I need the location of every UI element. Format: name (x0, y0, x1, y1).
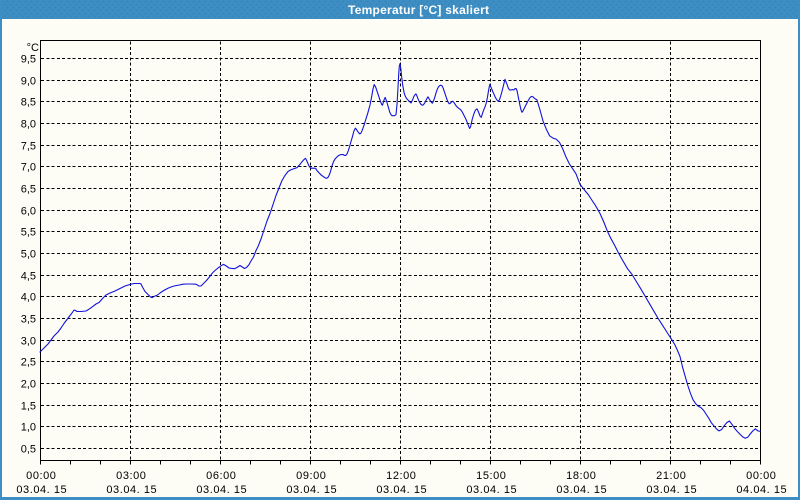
svg-text:04.04. 15: 04.04. 15 (736, 484, 787, 496)
svg-text:6,5: 6,5 (21, 184, 36, 196)
svg-text:9,5: 9,5 (21, 54, 36, 66)
svg-text:03.04. 15: 03.04. 15 (106, 484, 157, 496)
svg-text:2,0: 2,0 (21, 379, 36, 391)
svg-text:3,5: 3,5 (21, 314, 36, 326)
svg-text:00:00: 00:00 (746, 470, 776, 482)
svg-text:°C: °C (27, 42, 39, 54)
svg-text:4,5: 4,5 (21, 271, 36, 283)
svg-text:7,5: 7,5 (21, 141, 36, 153)
svg-text:7,0: 7,0 (21, 162, 36, 174)
svg-text:03.04. 15: 03.04. 15 (196, 484, 247, 496)
svg-text:5,0: 5,0 (21, 249, 36, 261)
svg-text:03.04. 15: 03.04. 15 (466, 484, 517, 496)
svg-text:06:00: 06:00 (206, 470, 236, 482)
svg-text:03.04. 15: 03.04. 15 (646, 484, 697, 496)
svg-text:15:00: 15:00 (476, 470, 506, 482)
svg-text:03.04. 15: 03.04. 15 (376, 484, 427, 496)
svg-text:3,0: 3,0 (21, 336, 36, 348)
svg-text:4,0: 4,0 (21, 292, 36, 304)
svg-text:5,5: 5,5 (21, 227, 36, 239)
svg-text:8,0: 8,0 (21, 119, 36, 131)
svg-text:1,5: 1,5 (21, 401, 36, 413)
svg-text:00:00: 00:00 (26, 470, 56, 482)
svg-text:03:00: 03:00 (116, 470, 146, 482)
svg-text:03.04. 15: 03.04. 15 (556, 484, 607, 496)
svg-text:2,5: 2,5 (21, 357, 36, 369)
svg-text:9,0: 9,0 (21, 76, 36, 88)
svg-text:0,5: 0,5 (21, 444, 36, 456)
svg-text:09:00: 09:00 (296, 470, 326, 482)
svg-text:18:00: 18:00 (566, 470, 596, 482)
svg-text:21:00: 21:00 (656, 470, 686, 482)
svg-text:12:00: 12:00 (386, 470, 416, 482)
svg-text:6,0: 6,0 (21, 206, 36, 218)
svg-text:1,0: 1,0 (21, 422, 36, 434)
svg-text:8,5: 8,5 (21, 97, 36, 109)
svg-text:03.04. 15: 03.04. 15 (286, 484, 337, 496)
svg-text:03.04. 15: 03.04. 15 (16, 484, 67, 496)
